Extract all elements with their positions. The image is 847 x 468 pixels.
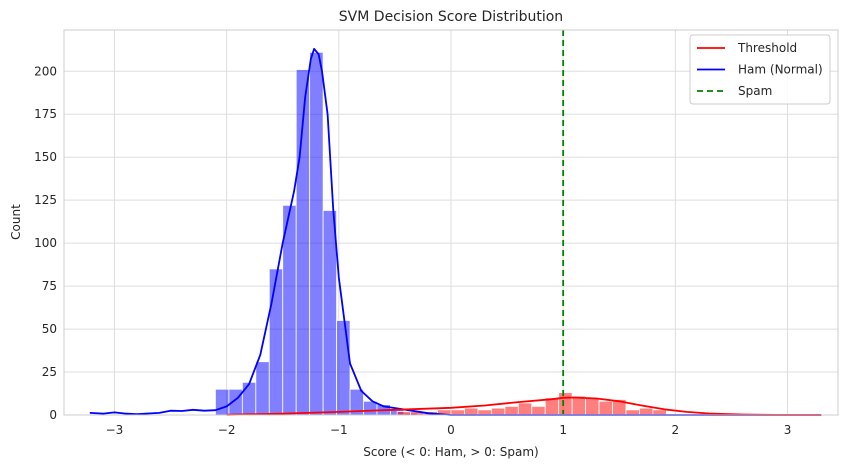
x-axis-label: Score (< 0: Ham, > 0: Spam) xyxy=(363,445,538,459)
y-tick-labels: 0 25 50 75 100 125 150 175 200 xyxy=(34,64,57,422)
x-tick-label: 1 xyxy=(559,423,567,437)
ham-bar xyxy=(268,268,284,416)
x-tick-label: −2 xyxy=(218,423,236,437)
ham-bar xyxy=(309,51,324,416)
spam-bar xyxy=(571,395,587,416)
y-tick-label: 200 xyxy=(34,64,57,78)
spam-bar xyxy=(558,392,573,416)
spam-bar xyxy=(639,407,654,416)
x-tick-label: −3 xyxy=(106,423,124,437)
histogram-bars xyxy=(215,51,667,416)
spam-bar xyxy=(598,400,613,416)
ham-bar xyxy=(241,381,257,416)
spam-bar xyxy=(517,402,533,416)
legend-label: Ham (Normal) xyxy=(738,63,823,77)
legend-label: Threshold xyxy=(737,41,797,55)
x-tick-labels: −3 −2 −1 0 1 2 3 xyxy=(106,423,792,437)
legend-entries: Threshold Ham (Normal) Spam xyxy=(697,41,823,98)
y-tick-label: 25 xyxy=(42,365,57,379)
x-tick-label: 3 xyxy=(784,423,792,437)
spam-bar xyxy=(585,397,600,416)
x-tick-label: 0 xyxy=(447,423,455,437)
y-axis-label: Count xyxy=(9,204,23,240)
y-tick-label: 50 xyxy=(42,322,57,336)
kde-curves xyxy=(89,48,822,416)
spam-bar xyxy=(504,406,519,416)
plot-frame xyxy=(63,29,839,416)
y-tick-label: 150 xyxy=(34,150,57,164)
y-tick-label: 125 xyxy=(34,193,57,207)
spam-bar xyxy=(396,411,412,416)
ham-bar xyxy=(336,320,351,416)
chart-title: SVM Decision Score Distribution xyxy=(339,9,563,25)
ham-bar xyxy=(255,361,270,416)
legend-label: Spam xyxy=(738,84,772,98)
ham-bar xyxy=(322,210,337,416)
spam-bar xyxy=(531,406,546,416)
spam-kde-curve xyxy=(226,396,822,416)
x-tick-label: −1 xyxy=(330,423,348,437)
ham-bar xyxy=(215,388,230,416)
y-tick-label: 0 xyxy=(49,408,57,422)
spam-bar xyxy=(490,407,506,416)
ham-kde-curve xyxy=(89,48,822,416)
spam-bar xyxy=(464,407,479,416)
y-tick-label: 175 xyxy=(34,107,57,121)
x-tick-label: 2 xyxy=(672,423,680,437)
y-tick-label: 75 xyxy=(42,279,57,293)
legend-box xyxy=(689,34,831,105)
legend: Threshold Ham (Normal) Spam xyxy=(689,34,831,105)
y-tick-label: 100 xyxy=(34,236,57,250)
